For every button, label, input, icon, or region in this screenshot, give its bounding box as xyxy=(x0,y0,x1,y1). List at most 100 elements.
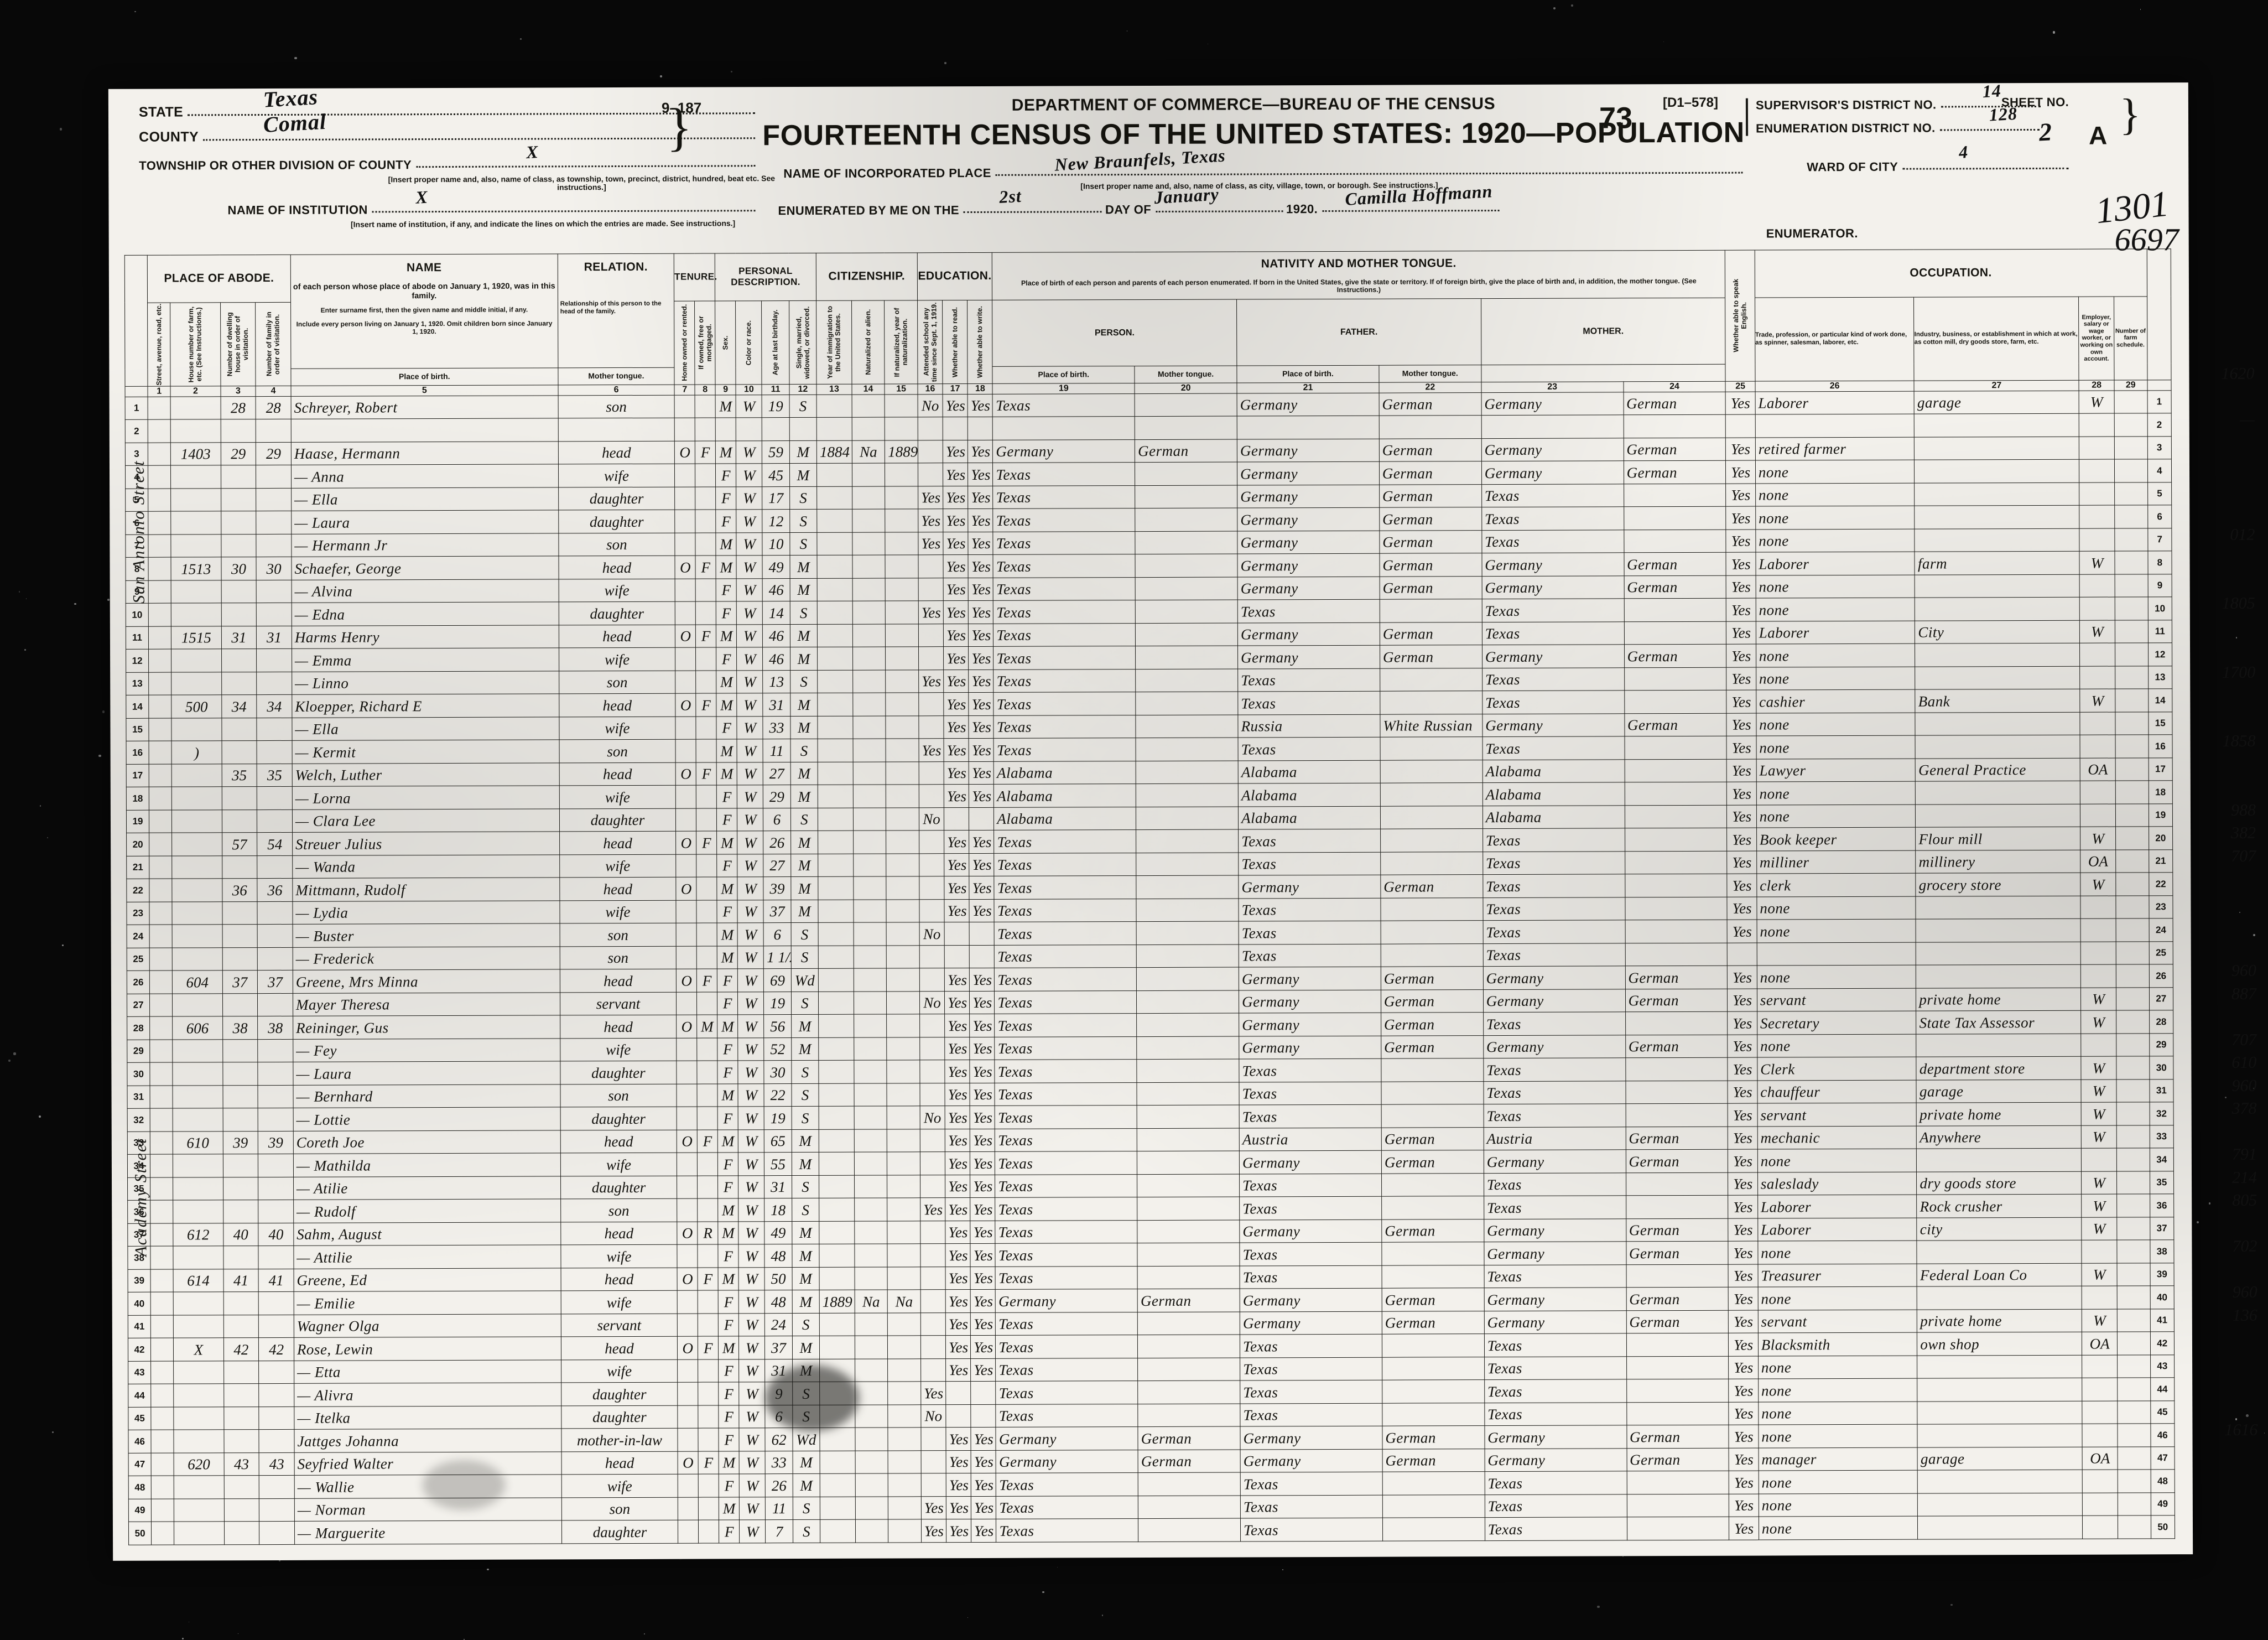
cell-imm xyxy=(819,1267,855,1290)
cell-sex: M xyxy=(718,1222,738,1245)
row-number-right: 32 xyxy=(2150,1102,2174,1125)
cell-name: Greene, Mrs Minna xyxy=(293,969,560,993)
cell-age: 27 xyxy=(763,762,790,785)
cell-mort xyxy=(698,1359,719,1383)
cell-fbirth: Alabama xyxy=(1238,760,1380,783)
cell-occ: none xyxy=(1758,1356,1917,1379)
col20-label: Mother tongue. xyxy=(558,367,675,385)
cell-fbirth: Texas xyxy=(1238,668,1380,692)
cell-own xyxy=(678,1359,698,1383)
cell-fam xyxy=(257,925,293,948)
cell-eng: Yes xyxy=(1726,621,1756,645)
cell-street xyxy=(151,1453,174,1476)
cell-race xyxy=(736,418,762,441)
year-value: 1920. xyxy=(1286,202,1318,216)
col11-label: Age at last birthday. xyxy=(771,301,779,384)
cell-pbirth: Texas xyxy=(995,1266,1137,1289)
enumerated-dots xyxy=(964,211,1102,214)
cell-write: Yes xyxy=(968,463,993,486)
cell-farm xyxy=(2116,1080,2150,1103)
cell-yrnat xyxy=(887,1014,920,1037)
row-number-left: 20 xyxy=(127,833,149,856)
cell-mbirth: Germany xyxy=(1484,1311,1626,1334)
cell-eng: Yes xyxy=(1729,1494,1759,1517)
cell-imm xyxy=(820,1519,856,1543)
cell-mort xyxy=(695,464,716,487)
cell-mbirth: Texas xyxy=(1482,852,1625,875)
cell-emp xyxy=(2080,918,2116,942)
cell-mbirth: Texas xyxy=(1482,736,1625,760)
cell-mtongue xyxy=(1625,736,1727,759)
cell-ms: S xyxy=(790,601,817,625)
cell-mort xyxy=(697,1061,717,1084)
cell-ind xyxy=(1915,643,2080,666)
cell-nat xyxy=(854,922,887,946)
cell-mtongue xyxy=(1626,1333,1729,1356)
row-number-right: 1 xyxy=(2147,390,2172,413)
cell-age: 50 xyxy=(764,1267,792,1290)
department-line: DEPARTMENT OF COMMERCE—BUREAU OF THE CEN… xyxy=(761,94,1746,116)
cell-age: 55 xyxy=(764,1153,792,1176)
cell-mtongue xyxy=(1626,1172,1728,1196)
cell-ind xyxy=(1915,413,2079,437)
cell-nat xyxy=(855,1451,888,1474)
cell-sex: F xyxy=(719,1520,740,1543)
cell-sch xyxy=(919,899,944,922)
cell-own xyxy=(676,923,696,946)
cell-fbirth: Texas xyxy=(1239,852,1381,875)
cell-read: Yes xyxy=(944,785,969,808)
col9-sex-header: Sex. xyxy=(715,301,736,385)
supervisor-label: Supervisor's District No. xyxy=(1756,98,1937,113)
side-note-street-1: San Antonio Street xyxy=(129,421,149,604)
supervisor-field: Supervisor's District No. 14 xyxy=(1756,97,2155,112)
cell-sch xyxy=(919,693,944,716)
cell-sex: F xyxy=(719,1382,739,1405)
cell-read: Yes xyxy=(946,1519,971,1543)
cell-write xyxy=(969,945,994,968)
cell-rel: wife xyxy=(559,647,675,671)
cell-fam: 29 xyxy=(256,442,292,465)
cell-fam xyxy=(258,1292,294,1315)
colnum-16: 16 xyxy=(918,383,943,394)
cell-sex: M xyxy=(717,946,737,969)
county-value: Comal xyxy=(257,108,332,139)
cell-dwell xyxy=(223,1177,258,1200)
cell-ms: S xyxy=(792,1083,819,1107)
cell-mbirth: Texas xyxy=(1484,1081,1626,1104)
cell-mort xyxy=(697,992,717,1015)
cell-write: Yes xyxy=(970,1106,995,1129)
colnum-19: 19 xyxy=(992,383,1135,394)
cell-race: W xyxy=(738,1061,764,1084)
cell-farm xyxy=(2115,482,2148,506)
colnum-14: 14 xyxy=(852,384,885,395)
cell-eng: Yes xyxy=(1729,1425,1759,1448)
cell-ptongue xyxy=(1135,577,1237,600)
cell-mort: F xyxy=(696,762,716,786)
incorporated-field: Name of incorporated place New Braunfels… xyxy=(761,164,1746,181)
farm-schedule-number: 702 xyxy=(2232,1237,2257,1256)
cell-mbirth: Germany xyxy=(1485,1449,1627,1472)
cell-own xyxy=(675,601,695,625)
cell-street xyxy=(149,695,171,718)
cell-imm xyxy=(817,578,852,601)
cell-fbirth: Texas xyxy=(1240,1174,1382,1197)
cell-house: 500 xyxy=(171,695,222,718)
row-number-left: 43 xyxy=(128,1361,151,1384)
cell-mbirth: Germany xyxy=(1481,461,1624,484)
row-number-right: 38 xyxy=(2150,1240,2174,1263)
cell-read: Yes xyxy=(945,1037,970,1060)
cell-race: W xyxy=(737,877,763,900)
cell-rel: daughter xyxy=(560,1061,677,1084)
cell-yrnat xyxy=(887,1060,920,1083)
cell-ind xyxy=(1917,1148,2082,1171)
cell-mtongue: German xyxy=(1624,575,1726,599)
cell-mort xyxy=(697,1084,717,1107)
cell-fbirth: Germany xyxy=(1240,1311,1382,1335)
cell-dwell: 36 xyxy=(222,879,257,902)
cell-ptongue xyxy=(1137,1243,1240,1266)
cell-race: W xyxy=(736,510,762,533)
cell-farm xyxy=(2115,643,2148,666)
cell-name: Wagner Olga xyxy=(294,1314,561,1338)
cell-yrnat xyxy=(886,946,919,969)
cell-rel: son xyxy=(558,395,675,418)
